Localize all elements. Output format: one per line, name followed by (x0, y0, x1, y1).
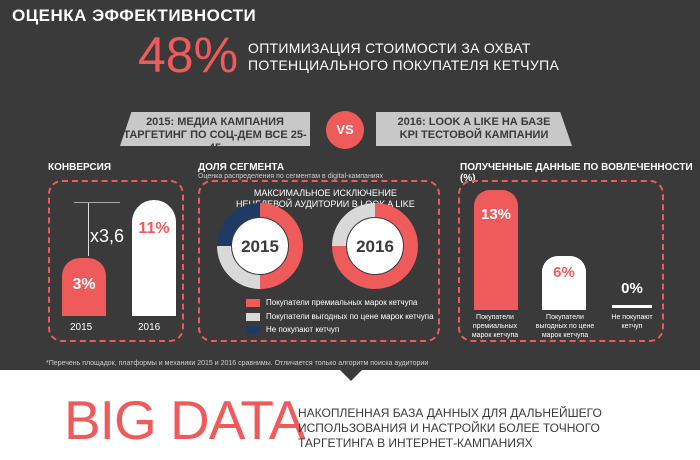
legend-label-value: Покупатели выгодных по цене марок кетчуп… (266, 312, 434, 321)
conversion-value-2016: 11% (138, 220, 170, 237)
bigdata-line-3: ТАРГЕТИНГА В ИНТЕРНЕТ-КАМПАНИЯХ (298, 436, 533, 450)
multiplier-guide-line (74, 202, 120, 203)
legend-swatch-value (246, 312, 260, 321)
headline-line-1: ОПТИМИЗАЦИЯ СТОИМОСТИ ЗА ОХВАТ (248, 40, 531, 56)
donut-2015-center (232, 218, 288, 274)
bigdata-band (0, 370, 700, 460)
page-title: ОЦЕНКА ЭФФЕКТИВНОСТИ (12, 6, 257, 25)
engagement-label-premium-1: Покупатели (476, 314, 514, 321)
donut-2015-segment-2 (217, 203, 261, 247)
segments-subtitle: Оценка распределения по сегментам в digi… (198, 173, 384, 180)
donut-charts: 2015 2016 (217, 203, 418, 289)
multiplier-arrow (88, 203, 89, 256)
bigdata-line-2: ИСПОЛЬЗОВАНИЯ И НАСТРОЙКИ БОЛЕЕ ТОЧНОГО (298, 421, 600, 435)
donut-2016-segment-1 (332, 203, 376, 247)
donut-heading: МАКСИМАЛЬНОЕ ИСКЛЮЧЕНИЕ НЕЦЕЛЕВОЙ АУДИТО… (236, 188, 415, 210)
engagement-value-premium: 13% (480, 206, 512, 223)
legend-item-value: Покупатели выгодных по цене марок кетчуп… (246, 312, 434, 321)
donut-2015-segment-0 (259, 203, 303, 289)
engagement-label-premium: Покупатели премиальных марок кетчупа (464, 313, 526, 340)
legend-item-premium: Покупатели премиальных марок кетчупа (246, 298, 417, 307)
engagement-label-premium-3: марок кетчупа (471, 332, 519, 339)
segments-title: ДОЛЯ СЕГМЕНТА (198, 162, 285, 173)
vs-badge: VS (326, 111, 364, 149)
banner-2016-line-1: 2016: LOOK A LIKE НА БАЗЕ (397, 116, 551, 128)
engagement-value-none: 0% (621, 280, 643, 297)
engagement-bar-none (612, 305, 652, 308)
engagement-bar-premium: 13% (474, 190, 518, 310)
engagement-label-value-1: Покупатели (546, 314, 584, 321)
conversion-bar-2015: 3% (62, 258, 106, 316)
legend-swatch-premium (246, 298, 260, 307)
engagement-panel (458, 180, 664, 342)
headline-line-2: ПОТЕНЦИАЛЬНОГО ПОКУПАТЕЛЯ КЕТЧУПА (248, 57, 560, 73)
engagement-label-none-1: Не покупают (611, 314, 653, 321)
legend-swatch-none (246, 325, 260, 334)
engagement-label-premium-2: премиальных (472, 323, 518, 330)
engagement-value-value: 6% (553, 264, 575, 281)
donut-2016-label: 2016 (356, 237, 394, 256)
headline-percent: 48% (138, 27, 239, 83)
legend-label-premium: Покупатели премиальных марок кетчупа (266, 298, 418, 307)
donut-heading-line-1: МАКСИМАЛЬНОЕ ИСКЛЮЧЕНИЕ (253, 188, 397, 198)
conversion-bar-2016: 11% (132, 200, 176, 316)
conversion-value-2015: 3% (72, 276, 96, 293)
donut-2015-label: 2015 (241, 237, 279, 256)
legend-label-none: Не покупают кетчуп (266, 325, 340, 334)
donut-2015-segment-1 (217, 245, 261, 289)
conversion-year-2015: 2015 (70, 322, 93, 333)
conversion-panel (48, 180, 184, 342)
legend-item-none: Не покупают кетчуп (246, 325, 339, 334)
engagement-label-none: Не покупают кетчуп (601, 313, 663, 331)
multiplier-label: x3,6 (90, 226, 125, 246)
banner-2016-line-2: KPI ТЕСТОВОЙ КАМПАНИИ (399, 129, 549, 141)
pointer-triangle (340, 370, 362, 381)
engagement-label-value-3: марок кетчупа (541, 332, 589, 339)
engagement-title: ПОЛУЧЕННЫЕ ДАННЫЕ ПО ВОВЛЕЧЕННОСТИ (%) (460, 162, 693, 184)
donut-2016-center (347, 218, 403, 274)
banner-2015-line-2: ТАРГЕТИНГ ПО СОЦ-ДЕМ ВСЕ 25-45 (123, 129, 307, 154)
donut-heading-line-2: НЕЦЕЛЕВОЙ АУДИТОРИИ В LOOK A LIKE (236, 199, 415, 209)
bigdata-title: BIG DATA (64, 389, 306, 451)
engagement-label-none-2: кетчуп (621, 323, 643, 330)
banner-2016: 2016: LOOK A LIKE НА БАЗЕ KPI ТЕСТОВОЙ К… (376, 112, 572, 146)
donut-2016-segment-0 (332, 203, 418, 289)
banner-2015-line-1: 2015: МЕДИА КАМПАНИЯ (146, 116, 284, 128)
conversion-year-2016: 2016 (138, 322, 161, 333)
engagement-bar-value: 6% (542, 256, 586, 310)
conversion-title: КОНВЕРСИЯ (48, 162, 112, 173)
engagement-label-value: Покупатели выгодных по цене марок кетчуп… (534, 313, 596, 340)
banner-2015: 2015: МЕДИА КАМПАНИЯ ТАРГЕТИНГ ПО СОЦ-ДЕ… (120, 112, 310, 146)
engagement-label-value-2: выгодных по цене (535, 323, 595, 330)
bigdata-line-1: НАКОПЛЕННАЯ БАЗА ДАННЫХ ДЛЯ ДАЛЬНЕЙШЕГО (298, 406, 602, 420)
segments-panel (198, 180, 440, 342)
footnote: *Перечень площадок, платформы и механики… (46, 360, 429, 367)
